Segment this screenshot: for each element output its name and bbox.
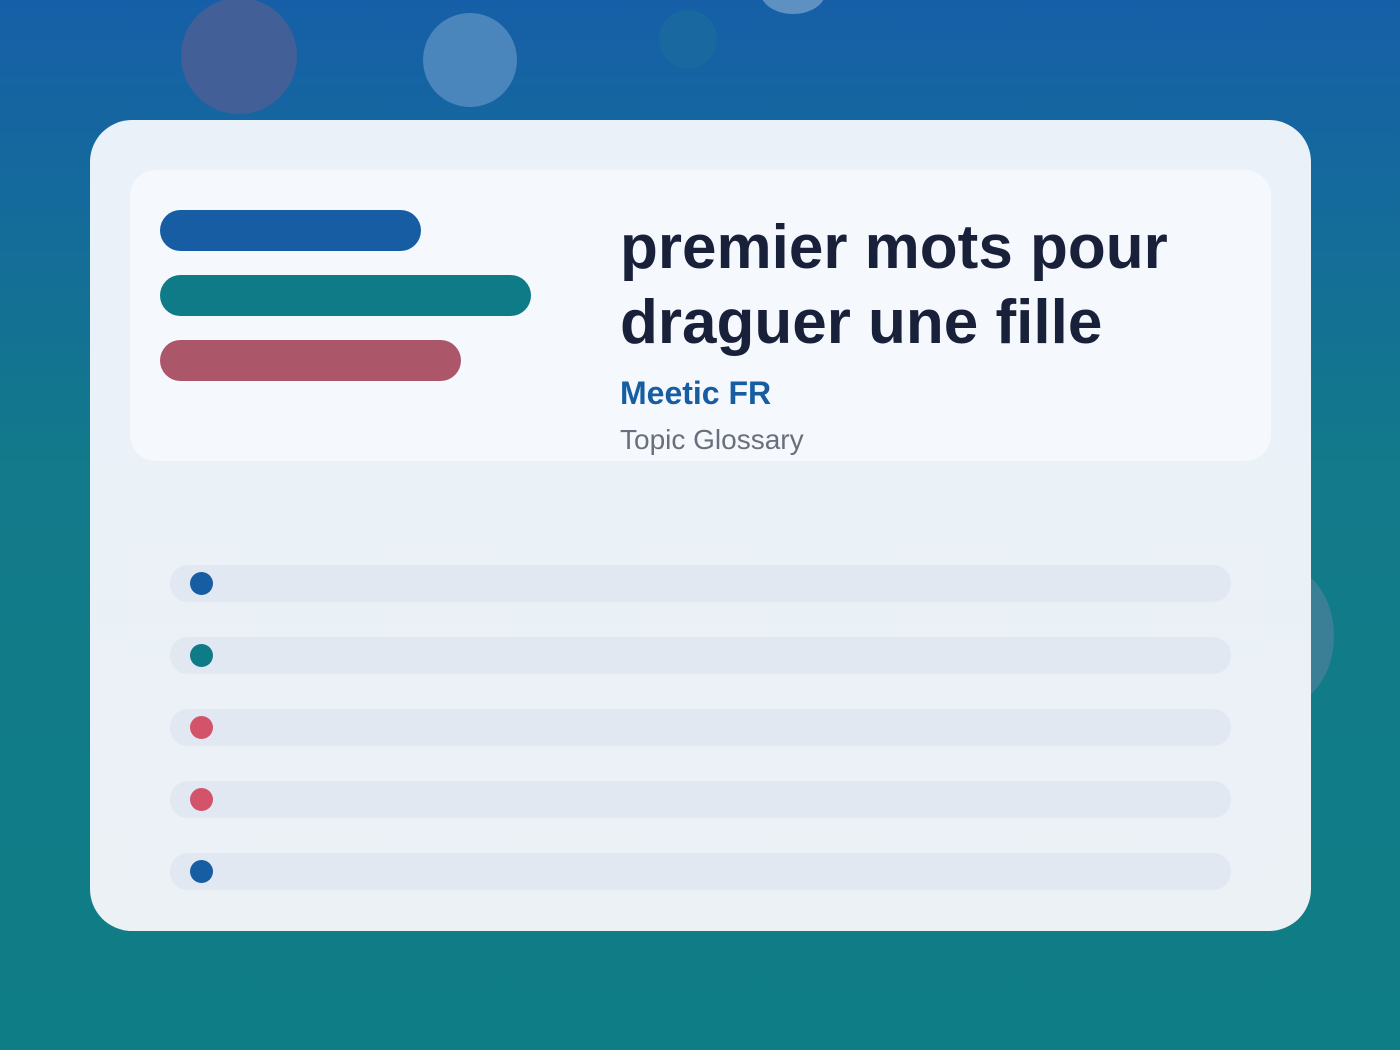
decorative-bar-teal [160,275,531,316]
brand-name: Meetic FR [620,375,772,411]
page-subtitle: Topic Glossary [620,424,804,455]
bullet-dot-icon [190,716,213,739]
decorative-bar-blue [160,210,421,251]
list-item [170,565,1231,602]
list-item [170,709,1231,746]
decorative-bubble [760,0,826,14]
bullet-dot-icon [190,860,213,883]
list-item [170,637,1231,674]
glossary-list [170,565,1231,925]
page-title: premier mots pour draguer une fille [620,213,1168,357]
glossary-card: premier mots pour draguer une fille Meet… [90,120,1311,931]
list-item [170,781,1231,818]
decorative-bubble [181,0,297,114]
bullet-dot-icon [190,572,213,595]
list-item [170,853,1231,890]
decorative-bubble [659,10,717,68]
decorative-bar-rose [160,340,461,381]
header-panel: premier mots pour draguer une fille Meet… [130,170,1271,461]
bullet-dot-icon [190,644,213,667]
bullet-dot-icon [190,788,213,811]
decorative-bubble [423,13,517,107]
